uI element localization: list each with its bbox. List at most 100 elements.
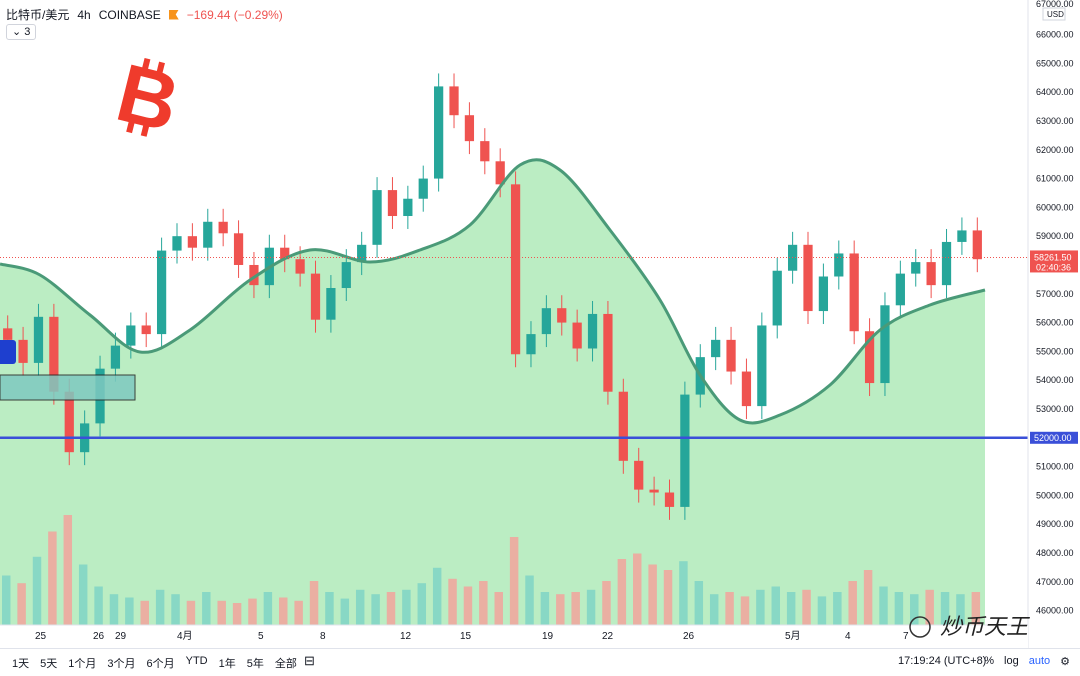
y-tick-label: 48000.00 — [1036, 548, 1074, 558]
volume-bar — [786, 592, 796, 625]
y-tick-label: 53000.00 — [1036, 404, 1074, 414]
volume-bar — [217, 600, 226, 625]
candle-body — [818, 276, 829, 312]
candle-body — [680, 394, 690, 507]
wechat-icon — [909, 616, 931, 638]
highlight-box[interactable] — [0, 374, 136, 401]
candle-body — [126, 325, 136, 346]
volume-bar — [494, 592, 503, 625]
timeframe-2[interactable]: 1个月 — [68, 658, 97, 670]
volume-bar — [694, 581, 704, 625]
chevron-down-icon: ⌄ — [12, 26, 22, 38]
bottom-toolbar: 1天 5天 1个月 3个月 6个月 YTD 1年 5年 全部 ⊟ 17:19:24 (UTC+8… — [0, 648, 1080, 676]
scale-option-1[interactable]: log — [1004, 655, 1019, 667]
volume-bar — [848, 581, 857, 625]
alert-marker[interactable] — [0, 340, 16, 364]
volume-bar — [586, 589, 596, 625]
clock-time[interactable]: 17:19:24 (UTC+8) — [898, 655, 987, 667]
x-tick-label: 29 — [115, 631, 127, 642]
currency-box[interactable] — [1042, 7, 1066, 21]
volume-bar — [309, 581, 319, 625]
y-tick-label: 55000.00 — [1036, 346, 1074, 356]
x-tick-label: 22 — [602, 631, 614, 642]
x-tick-label: 4 — [845, 631, 851, 642]
scale-option-2[interactable]: auto — [1028, 655, 1051, 667]
x-tick-label: 5月 — [785, 630, 801, 642]
candle-body — [326, 288, 336, 320]
y-tick-label: 59000.00 — [1036, 231, 1074, 241]
candle-body — [895, 273, 905, 306]
candle-body — [649, 489, 659, 493]
x-tick-label: 26 — [93, 631, 105, 642]
candle-body — [49, 316, 59, 392]
timeframe-5[interactable]: YTD — [185, 655, 208, 667]
candle-body — [449, 86, 459, 116]
candle-body — [941, 241, 952, 286]
symbol-name[interactable]: 比特币/美元 — [6, 8, 70, 22]
volume-bar — [771, 586, 780, 625]
volume-bar — [509, 537, 519, 625]
candle-body — [864, 331, 875, 384]
volume-bar — [355, 589, 365, 625]
timeframe-6[interactable]: 1年 — [218, 658, 236, 670]
candle-body — [464, 115, 475, 142]
candle-body — [510, 184, 521, 355]
volume-bar — [448, 578, 457, 625]
candle-body — [3, 328, 13, 340]
calendar-range-icon[interactable]: ⊟ — [304, 653, 315, 668]
timeframe-0[interactable]: 1天 — [12, 658, 30, 670]
timeframe-1[interactable]: 5天 — [40, 658, 58, 670]
y-tick-label: 49000.00 — [1036, 519, 1074, 529]
volume-bar — [417, 583, 427, 625]
timeframe-3[interactable]: 3个月 — [107, 658, 136, 670]
volume-bar — [571, 592, 580, 625]
candle-body — [156, 250, 167, 335]
volume-bar — [140, 600, 149, 625]
candle-body — [403, 198, 413, 217]
timeframe-list: 1天 5天 1个月 3个月 6个月 YTD 1年 5年 全部 — [12, 655, 308, 671]
volume-bar — [402, 589, 411, 625]
bitcoin-logo: B — [108, 56, 187, 140]
candle-body — [387, 190, 398, 217]
candle-body — [495, 161, 505, 185]
volume-bar — [663, 570, 673, 625]
candle-body — [726, 339, 736, 372]
candle-body — [572, 322, 582, 349]
timeframe-7[interactable]: 5年 — [246, 658, 264, 670]
candle-body — [911, 262, 921, 274]
volume-bar — [109, 594, 119, 625]
channel-curve — [0, 158, 986, 425]
volume-bar — [479, 581, 488, 625]
scale-option-0[interactable]: % — [984, 655, 995, 667]
x-tick-label: 4月 — [177, 630, 193, 642]
volume-bar — [186, 600, 196, 625]
interval-label[interactable]: 4h — [77, 7, 91, 22]
volume-bar — [863, 570, 873, 625]
volume-bar — [94, 586, 103, 625]
candle-body — [634, 460, 644, 490]
countdown-label: 02:40:36 — [1036, 262, 1071, 272]
watermark-text: 炒币天王 — [940, 614, 1030, 639]
candle-body — [618, 391, 628, 461]
y-tick-label: 51000.00 — [1036, 462, 1074, 472]
volume-bar — [925, 589, 934, 625]
candle-body — [526, 334, 536, 355]
candle-body — [849, 253, 859, 332]
gear-icon[interactable]: ⚙ — [1060, 656, 1070, 668]
volume-bar — [956, 594, 965, 625]
volume-bar — [248, 598, 257, 625]
y-tick-label: 56000.00 — [1036, 318, 1074, 328]
level-tag — [1030, 431, 1078, 444]
timeframe-4[interactable]: 6个月 — [146, 658, 175, 670]
candle-body — [803, 244, 813, 312]
y-tick-label: 65000.00 — [1036, 58, 1074, 68]
timeframe-8[interactable]: 全部 — [274, 658, 297, 670]
y-tick-label: 64000.00 — [1036, 87, 1074, 97]
volume-bar — [894, 592, 904, 625]
indicators-toggle[interactable]: ⌄ 3 — [6, 24, 37, 40]
volume-bar — [294, 600, 303, 625]
y-tick-label: 66000.00 — [1036, 30, 1074, 40]
y-tick-label: 57000.00 — [1036, 289, 1074, 299]
candle-body — [33, 316, 44, 363]
